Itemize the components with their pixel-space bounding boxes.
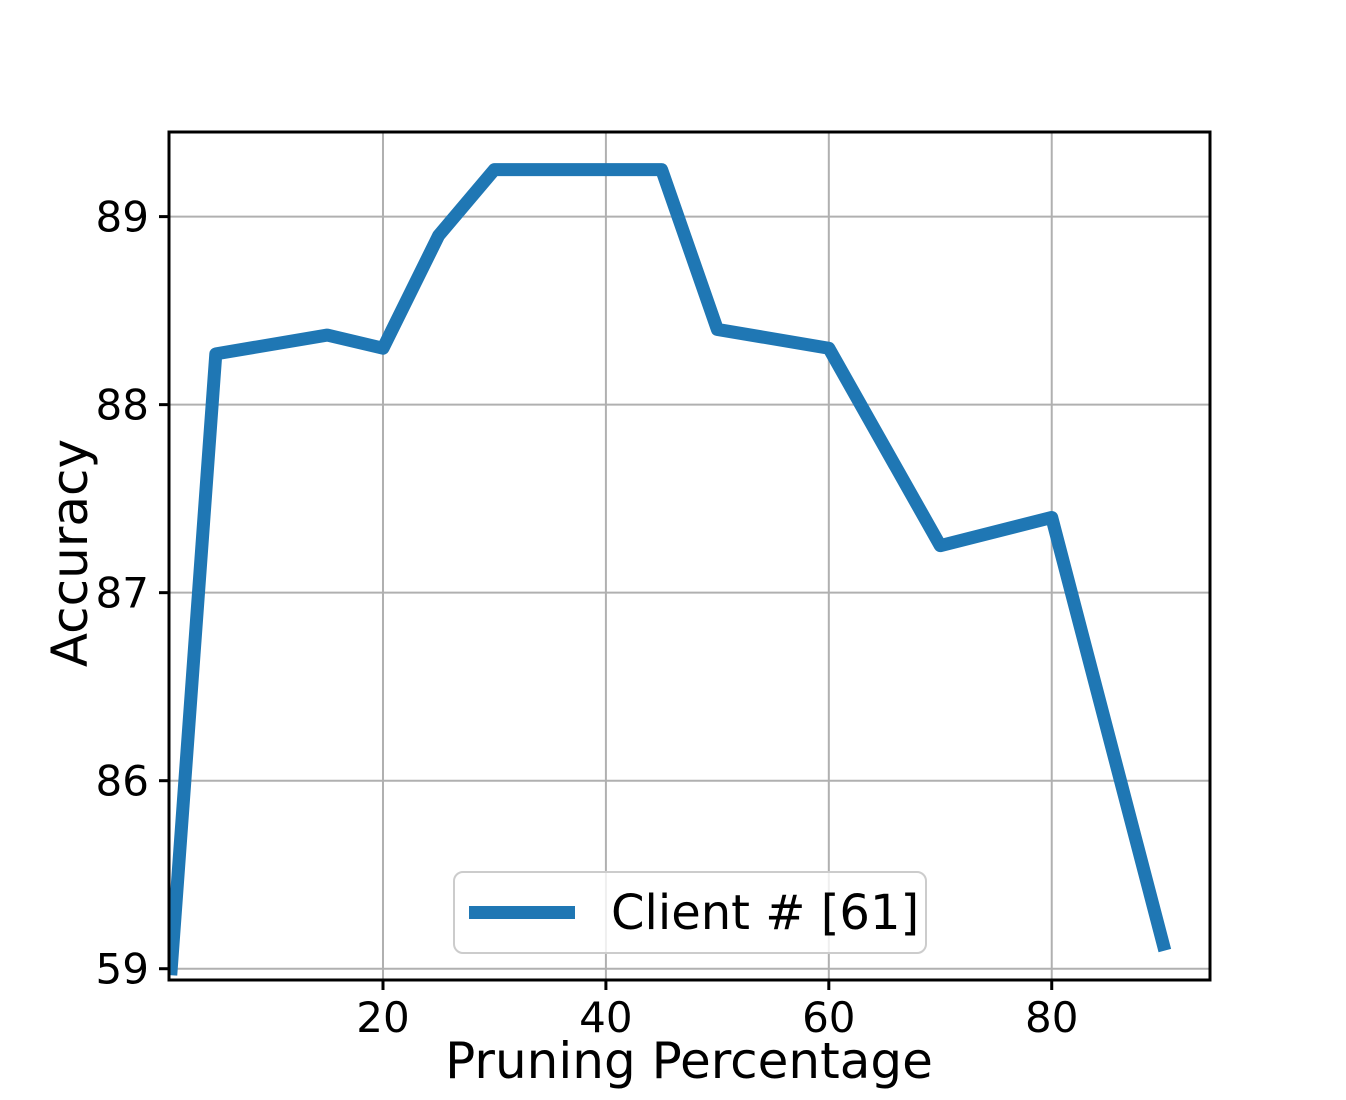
y-axis-label: Accuracy [41, 438, 99, 668]
ticklabel-layer: 20 40 60 80 89 88 87 86 59 [96, 193, 1079, 1042]
y-tick-label: 89 [96, 193, 149, 242]
plot-spines [167, 130, 1212, 982]
legend-label: Client # [61] [611, 884, 920, 941]
data-line [169, 163, 1172, 976]
series-layer [169, 163, 1172, 976]
axes-layer [159, 130, 1212, 990]
y-tick-label: 87 [96, 569, 149, 618]
x-axis-label: Pruning Percentage [445, 1032, 933, 1090]
y-tick-label: 88 [96, 381, 149, 430]
x-tick-label: 80 [1025, 993, 1078, 1042]
y-tick-label: 59 [96, 945, 149, 994]
legend: Client # [61] [453, 871, 927, 954]
x-tick-label: 60 [802, 993, 855, 1042]
x-tick-label: 40 [579, 993, 632, 1042]
y-tick-label: 86 [96, 757, 149, 806]
legend-line-swatch [469, 906, 575, 919]
x-tick-label: 20 [356, 993, 409, 1042]
grid-layer [169, 132, 1210, 980]
